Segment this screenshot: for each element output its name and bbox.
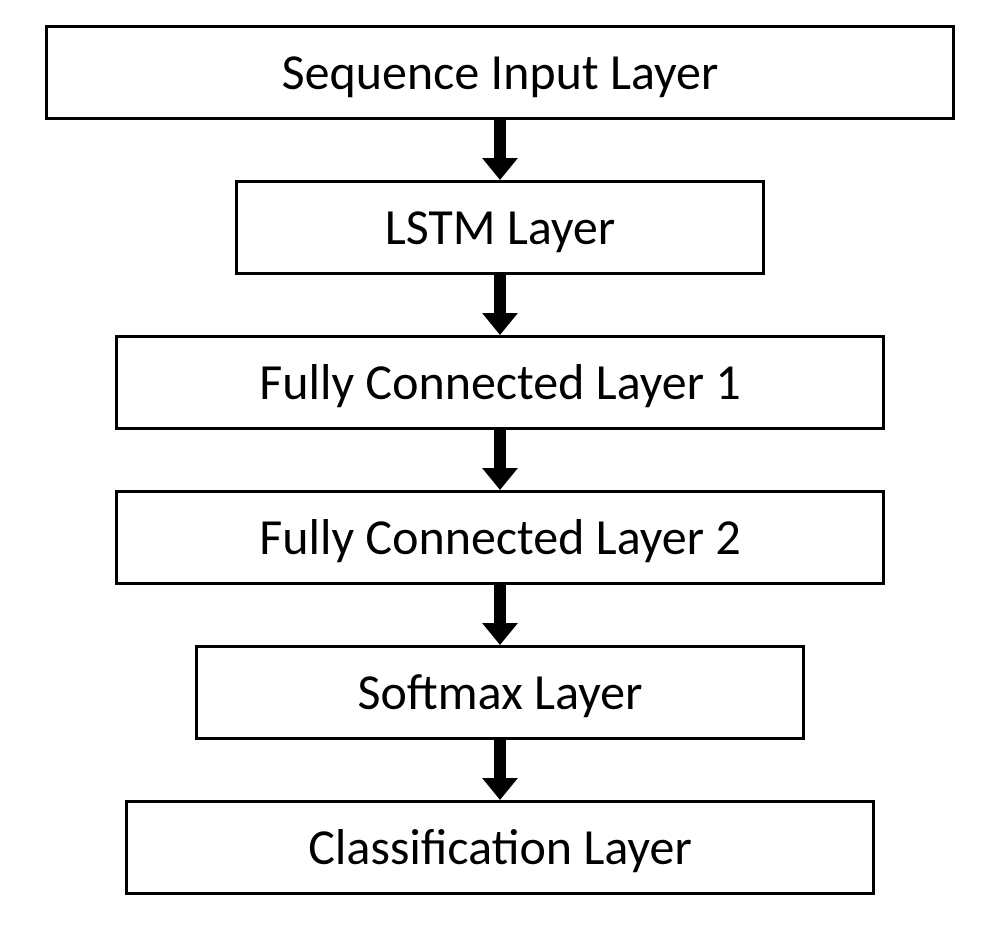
layer-box-n2: Fully Connected Layer 1 [115, 335, 885, 430]
arrow-n4-n5 [482, 740, 518, 805]
arrow-down-icon [482, 275, 518, 335]
layer-label-n2: Fully Connected Layer 1 [259, 352, 740, 413]
arrow-n0-n1 [482, 120, 518, 185]
arrow-n1-n2 [482, 275, 518, 340]
layer-label-n0: Sequence Input Layer [282, 42, 719, 103]
arrow-n2-n3 [482, 430, 518, 495]
layer-label-n4: Softmax Layer [358, 662, 643, 723]
layer-box-n1: LSTM Layer [235, 180, 765, 275]
layer-box-n3: Fully Connected Layer 2 [115, 490, 885, 585]
layer-label-n5: Classification Layer [308, 817, 692, 878]
layer-box-n4: Softmax Layer [195, 645, 805, 740]
layer-label-n1: LSTM Layer [385, 197, 615, 258]
flowchart-diagram: Sequence Input Layer LSTM Layer Fully Conn… [0, 0, 1000, 938]
arrow-n3-n4 [482, 585, 518, 650]
arrow-down-icon [482, 430, 518, 490]
arrow-down-icon [482, 740, 518, 800]
layer-box-n0: Sequence Input Layer [45, 25, 955, 120]
layer-label-n3: Fully Connected Layer 2 [259, 507, 740, 568]
arrow-down-icon [482, 120, 518, 180]
layer-box-n5: Classification Layer [125, 800, 875, 895]
arrow-down-icon [482, 585, 518, 645]
